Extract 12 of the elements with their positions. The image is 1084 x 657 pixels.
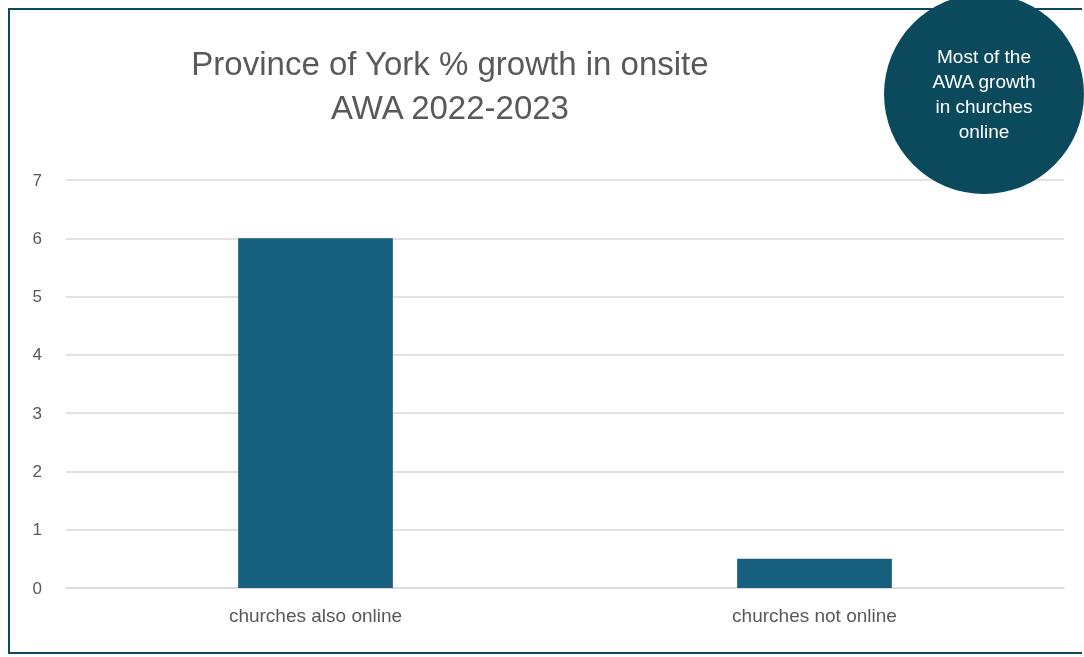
chart-title: Province of York % growth in onsite AWA 2022-2023: [191, 44, 709, 126]
y-tick-label: 1: [32, 520, 42, 540]
circle-callout: Most of the AWA growth in churches online: [884, 0, 1084, 194]
y-tick-label: 4: [32, 345, 42, 365]
y-tick-label: 7: [32, 170, 42, 190]
y-tick-label: 2: [32, 461, 42, 481]
y-tick-label: 5: [32, 287, 42, 307]
x-tick-label: churches also online: [228, 605, 403, 626]
x-tick-label: churches not online: [732, 605, 897, 626]
y-tick-label: 6: [32, 228, 42, 248]
y-tick-label: 3: [32, 403, 42, 423]
y-tick-label: 0: [32, 578, 42, 598]
